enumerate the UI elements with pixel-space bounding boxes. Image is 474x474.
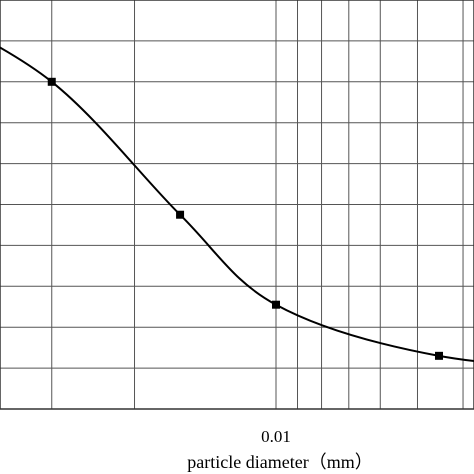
data-point: [434, 351, 443, 360]
grid: [0, 0, 474, 410]
plot-frame: [0, 0, 474, 410]
data-point: [272, 300, 280, 309]
data-point: [47, 77, 56, 86]
x-tick-label: 0.01: [261, 427, 291, 446]
data-point: [176, 210, 185, 219]
x-axis-label: particle diameter（mm）: [187, 452, 372, 472]
x-tick-labels: 0.01: [261, 427, 291, 446]
markers: [47, 77, 443, 360]
series-line: [0, 46, 474, 362]
